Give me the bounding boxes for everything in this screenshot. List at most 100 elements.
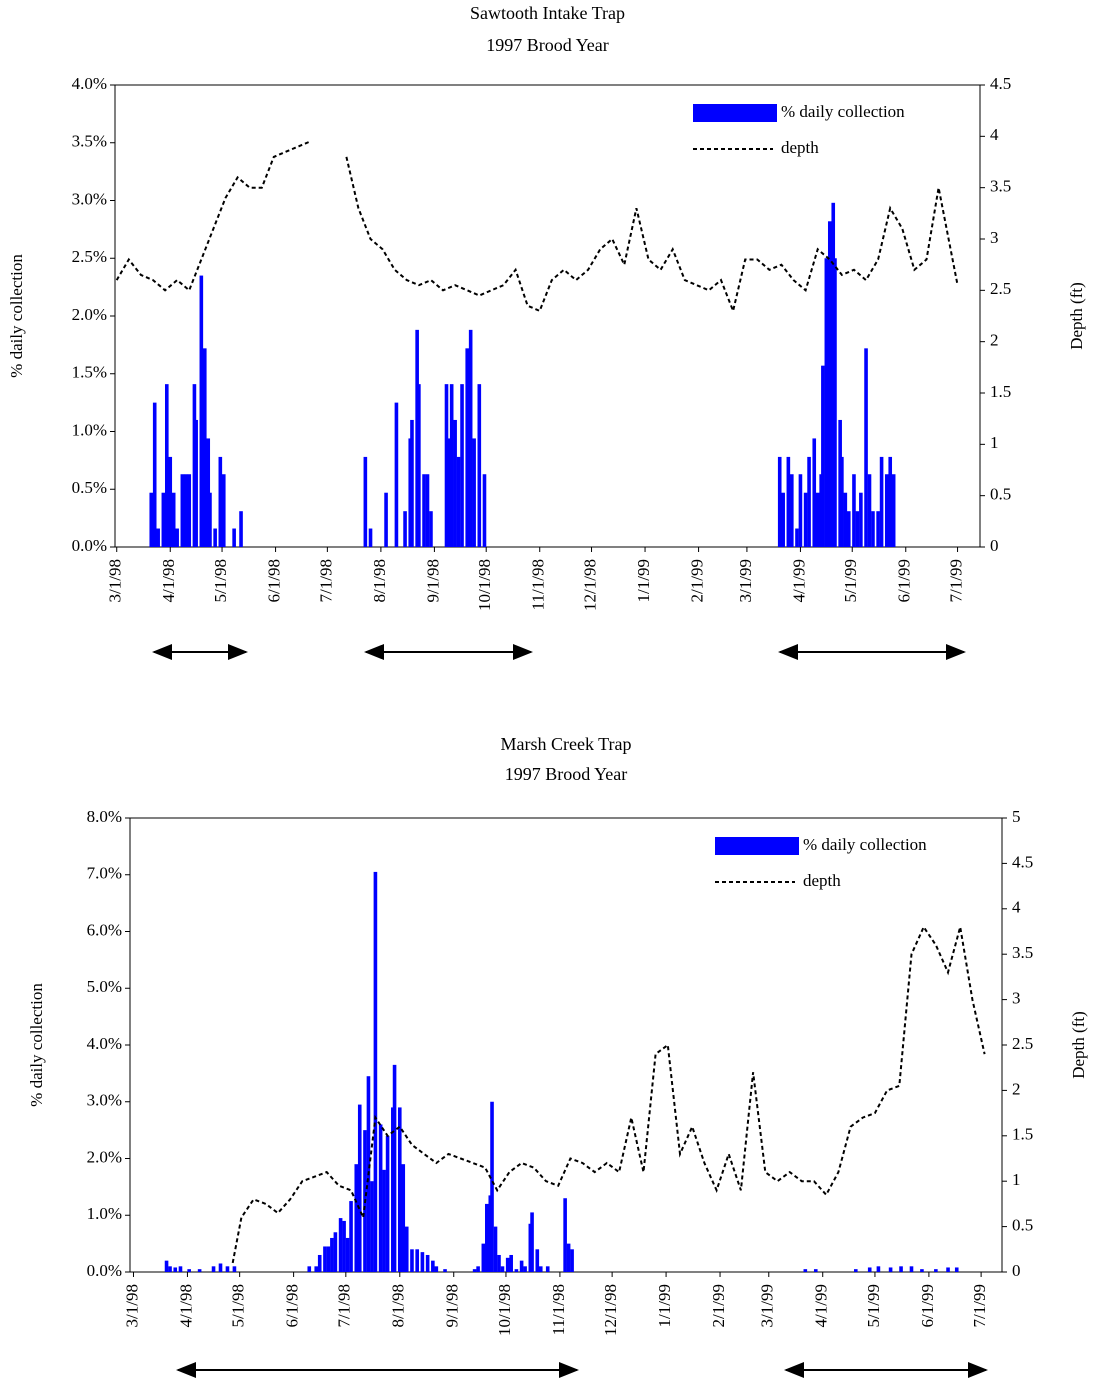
x-tick-label: 2/1/99 <box>709 1284 728 1327</box>
bar <box>884 474 889 547</box>
bar <box>843 492 848 547</box>
x-tick-label: 10/1/98 <box>495 1284 514 1336</box>
bar <box>777 456 782 547</box>
bar <box>821 365 825 547</box>
y2-axis-label: Depth (ft) <box>1067 282 1086 350</box>
bar <box>317 1254 322 1272</box>
bar <box>314 1266 319 1272</box>
bar <box>384 492 388 547</box>
y2-axis-label: Depth (ft) <box>1069 1011 1088 1079</box>
bar <box>326 1246 331 1272</box>
bar <box>909 1266 914 1272</box>
bar <box>891 474 896 547</box>
x-tick-label: 4/1/99 <box>812 1284 831 1327</box>
bar <box>477 384 482 547</box>
bar <box>472 438 476 547</box>
bar <box>232 1266 237 1272</box>
bar <box>218 456 223 547</box>
bar <box>813 1269 818 1272</box>
y-tick-label: 3.5% <box>72 132 107 151</box>
y2-tick-label: 5 <box>1012 807 1021 826</box>
x-tick-label: 6/1/99 <box>918 1284 937 1327</box>
y2-tick-label: 3 <box>990 228 999 247</box>
bar <box>180 474 185 547</box>
chart-panel: Marsh Creek Trap 1997 Brood Year 0.0% 1.0% 2… <box>27 734 1088 1336</box>
y2-tick-label: 2 <box>990 331 999 350</box>
bar <box>867 1267 872 1272</box>
y-tick-label: 0.0% <box>87 1261 122 1280</box>
bar <box>490 1101 494 1272</box>
bar <box>485 1203 489 1272</box>
bar <box>824 258 829 547</box>
bar <box>392 1064 397 1272</box>
bar <box>497 1254 501 1272</box>
y2-tick-label: 0.5 <box>990 485 1011 504</box>
x-tick-label: 5/1/99 <box>841 559 860 602</box>
bar <box>514 1269 519 1272</box>
y-axis-label: % daily collection <box>7 254 26 378</box>
y2-tick-label: 4.5 <box>1012 852 1033 871</box>
bar <box>425 474 430 547</box>
bar <box>812 438 817 547</box>
y-tick-label: 0.0% <box>72 536 107 555</box>
bar <box>152 402 157 547</box>
bar <box>449 384 454 547</box>
bar <box>382 1169 386 1272</box>
bar <box>899 1266 903 1272</box>
y-tick-label: 4.0% <box>87 1034 122 1053</box>
bar <box>225 1266 230 1272</box>
legend-label: % daily collection <box>803 835 927 854</box>
bar <box>345 1237 350 1272</box>
bar <box>468 329 473 547</box>
y2-tick-label: 1 <box>990 433 999 452</box>
chart-title: Sawtooth Intake Trap <box>470 3 625 23</box>
y-tick-label: 1.0% <box>72 420 107 439</box>
bar <box>202 348 207 547</box>
x-tick-label: 11/1/98 <box>549 1284 568 1335</box>
bar <box>425 1254 430 1272</box>
x-tick-label: 12/1/98 <box>601 1284 620 1336</box>
bar <box>197 1269 202 1272</box>
y-tick-label: 2.0% <box>87 1147 122 1166</box>
bar <box>404 1226 409 1272</box>
bar <box>164 1260 169 1272</box>
bar <box>323 1246 327 1272</box>
bar <box>415 1249 419 1272</box>
x-tick-label: 5/1/98 <box>229 1284 248 1327</box>
bar <box>368 528 373 547</box>
x-tick-label: 6/1/99 <box>895 559 914 602</box>
bar <box>429 511 433 547</box>
bar <box>431 1260 435 1272</box>
bar <box>378 1124 383 1272</box>
y-tick-label: 8.0% <box>87 807 122 826</box>
x-tick-label: 5/1/98 <box>211 559 230 602</box>
bar <box>307 1266 312 1272</box>
x-tick-label: 6/1/98 <box>264 559 283 602</box>
bar <box>342 1220 346 1272</box>
bar <box>852 474 856 547</box>
bar <box>456 456 461 547</box>
x-tick-label: 9/1/98 <box>443 1284 462 1327</box>
bar <box>833 258 837 547</box>
legend-swatch <box>693 104 777 122</box>
bar <box>481 1243 486 1272</box>
bar <box>370 1181 374 1272</box>
depth-line <box>231 924 986 1264</box>
bar <box>161 492 166 547</box>
bar <box>570 1249 574 1272</box>
x-tick-label: 7/1/98 <box>316 559 335 602</box>
legend-swatch <box>715 837 799 855</box>
y2-tick-label: 1 <box>1012 1170 1021 1189</box>
y-tick-label: 3.0% <box>72 189 107 208</box>
bar <box>199 275 204 547</box>
bar <box>410 419 414 547</box>
x-tick-label: 4/1/99 <box>789 559 808 602</box>
bar <box>410 1249 414 1272</box>
bar <box>530 1212 534 1272</box>
x-tick-label: 4/1/98 <box>159 559 178 602</box>
bar <box>876 511 880 547</box>
legend-label: % daily collection <box>781 102 905 121</box>
x-tick-label: 3/1/98 <box>106 559 125 602</box>
bar <box>330 1237 334 1272</box>
